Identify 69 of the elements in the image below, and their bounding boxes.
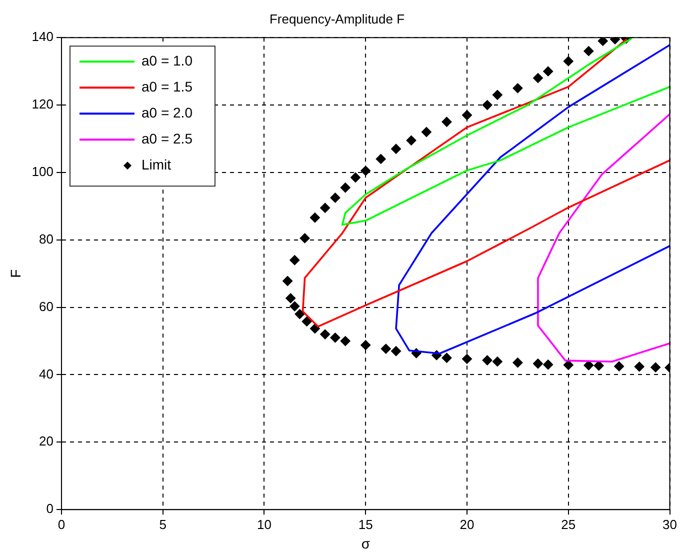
y-tick-label: 140 <box>32 29 54 44</box>
point <box>330 332 340 343</box>
point <box>512 83 523 94</box>
point <box>634 362 644 372</box>
point <box>300 233 310 244</box>
point <box>598 38 608 46</box>
point <box>532 358 543 369</box>
x-axis-title: σ <box>361 535 370 552</box>
point <box>584 46 594 56</box>
y-axis-title: F <box>7 269 24 278</box>
point <box>340 182 350 193</box>
point <box>492 90 502 100</box>
point <box>302 316 312 326</box>
point <box>360 166 371 176</box>
point <box>594 360 604 371</box>
legend-label: a0 = 2.5 <box>141 130 193 146</box>
point <box>482 100 492 110</box>
point <box>282 276 293 286</box>
y-tick-label: 100 <box>32 164 54 180</box>
point <box>614 361 624 372</box>
point <box>462 354 472 364</box>
point <box>350 172 360 183</box>
point <box>650 362 661 372</box>
x-tick-label: 5 <box>159 516 166 532</box>
point <box>286 293 296 304</box>
point <box>290 301 300 312</box>
point <box>340 336 350 346</box>
legend-label: a0 = 1.0 <box>141 52 193 68</box>
x-tick-label: 30 <box>662 516 678 532</box>
point <box>532 73 543 84</box>
point <box>406 135 416 146</box>
point <box>310 212 320 223</box>
x-tick-label: 10 <box>257 516 272 532</box>
point <box>421 127 432 137</box>
point <box>330 192 340 203</box>
point <box>492 356 502 367</box>
point <box>376 154 386 164</box>
point <box>360 340 371 350</box>
point <box>442 352 452 363</box>
legend-label: a0 = 2.0 <box>141 104 193 120</box>
y-tick-label: 20 <box>39 434 54 449</box>
y-tick-label: 80 <box>39 231 54 246</box>
point <box>563 56 574 66</box>
y-tick-label: 120 <box>32 96 54 112</box>
point <box>543 360 554 370</box>
x-tick-label: 0 <box>58 516 66 532</box>
legend-label: a0 = 1.5 <box>141 78 193 94</box>
point <box>290 255 300 266</box>
point <box>512 358 523 368</box>
x-tick-label: 20 <box>460 516 474 532</box>
point <box>380 344 391 354</box>
y-tick-label: 40 <box>39 366 54 382</box>
point <box>482 355 492 366</box>
chart-title: Frequency-Amplitude F <box>269 11 405 26</box>
y-tick-label: 0 <box>46 501 54 516</box>
point <box>310 324 320 334</box>
point <box>543 66 554 76</box>
point <box>462 110 472 120</box>
point <box>584 360 594 370</box>
point <box>391 346 402 356</box>
legend-label: Limit <box>141 156 172 172</box>
x-tick-label: 25 <box>561 516 576 532</box>
point <box>320 202 330 213</box>
y-tick-label: 60 <box>39 298 54 314</box>
x-tick-label: 15 <box>358 516 373 532</box>
point <box>442 116 452 127</box>
point <box>391 144 402 154</box>
point <box>294 309 305 320</box>
point <box>320 329 330 340</box>
